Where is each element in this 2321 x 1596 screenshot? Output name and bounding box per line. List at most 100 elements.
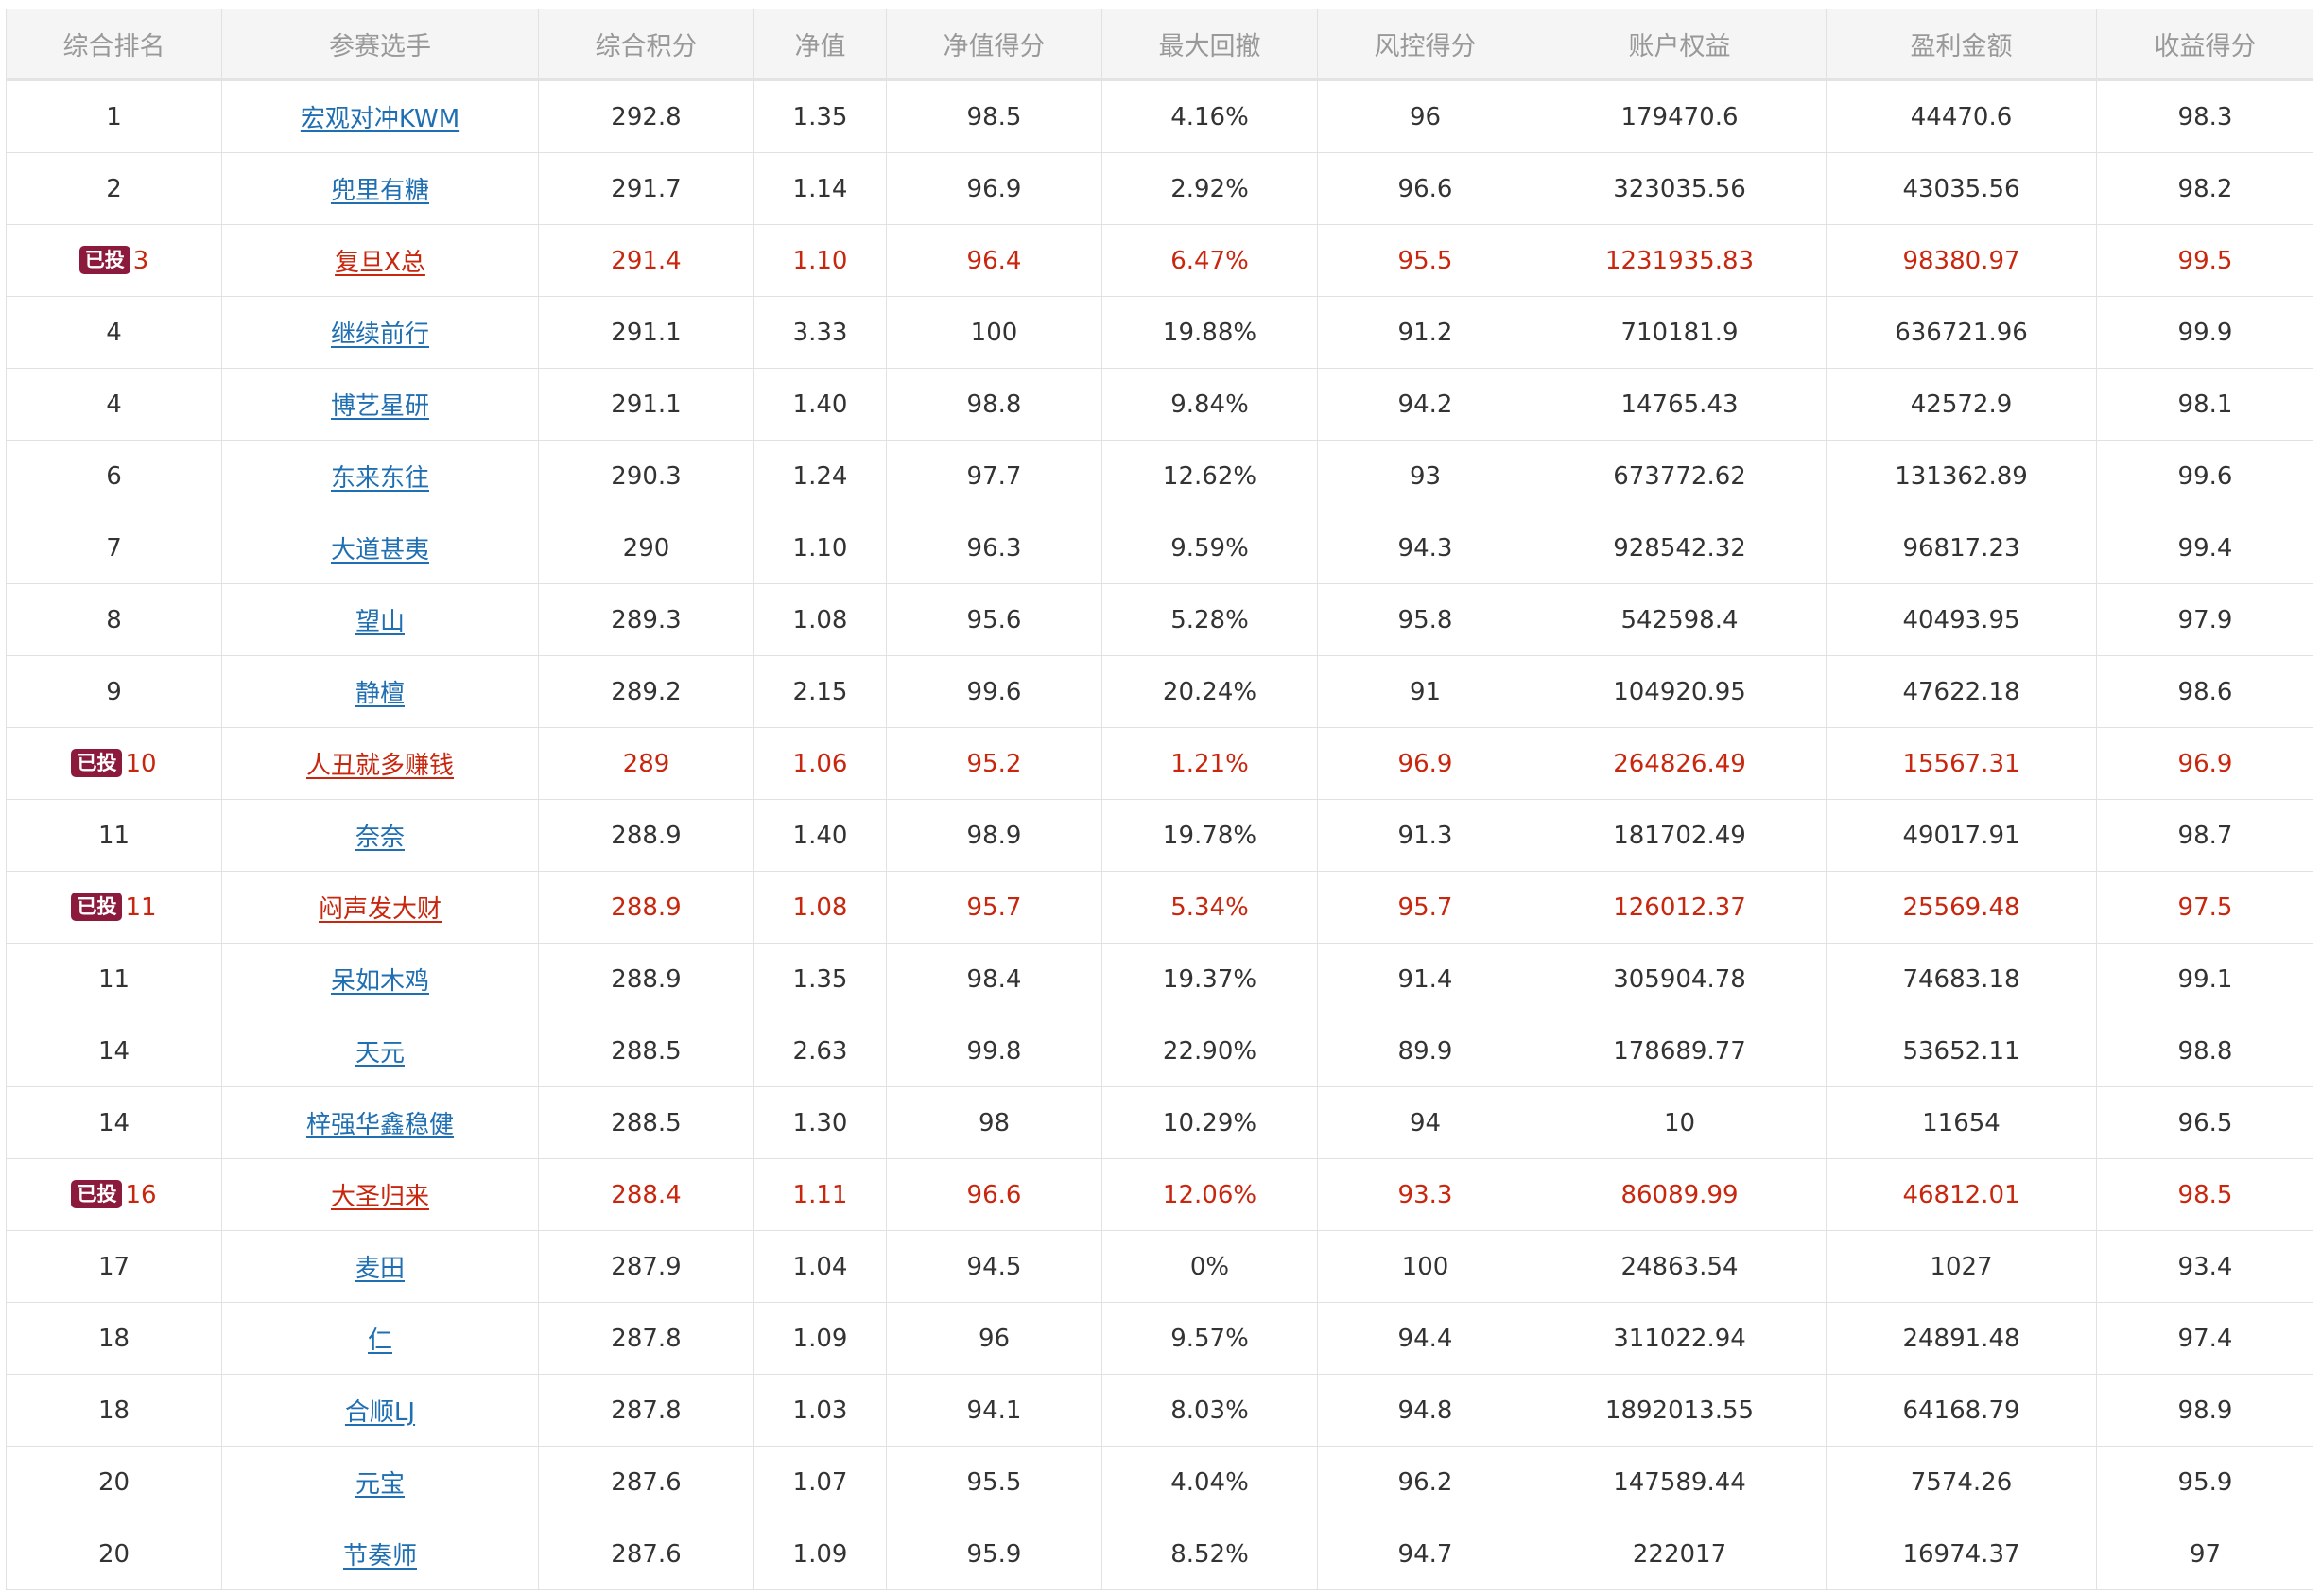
table-body: 1 宏观对冲KWM 292.8 1.35 98.5 4.16% 96 179470.6 4447…: [6, 79, 2313, 1590]
max-drawdown-cell: 8.52%: [1101, 1518, 1318, 1590]
max-drawdown-cell: 8.03%: [1101, 1374, 1318, 1447]
rank-cell: 6: [6, 440, 222, 512]
rank-cell: 9: [6, 655, 222, 728]
contestant-link[interactable]: 麦田: [355, 1255, 405, 1283]
header-risk-score[interactable]: 风控得分: [1317, 9, 1533, 81]
rank-cell: 18: [6, 1302, 222, 1375]
contestant-link[interactable]: 奈奈: [355, 824, 405, 852]
contestant-link[interactable]: 兜里有糖: [330, 177, 429, 205]
rank-value: 2: [106, 174, 122, 203]
max-drawdown-cell: 19.78%: [1101, 799, 1318, 872]
contestant-link[interactable]: 宏观对冲KWM: [300, 105, 460, 133]
max-drawdown-cell: 6.47%: [1101, 224, 1318, 297]
max-drawdown-cell: 0%: [1101, 1230, 1318, 1303]
contestant-link[interactable]: 望山: [355, 608, 405, 636]
rank-value: 11: [125, 893, 157, 922]
account-equity-cell: 710181.9: [1533, 296, 1827, 369]
table-row: 已投 10 人丑就多赚钱 289 1.06 95.2 1.21% 96.9 264826.49 1…: [6, 727, 2313, 800]
total-score-cell: 288.5: [538, 1086, 754, 1159]
risk-score-cell: 91.4: [1317, 943, 1533, 1015]
profit-amount-cell: 74683.18: [1826, 943, 2097, 1015]
total-score-cell: 287.9: [538, 1230, 754, 1303]
table-row: 已投 16 大圣归来 288.4 1.11 96.6 12.06% 93.3 86089.99 4…: [6, 1158, 2313, 1231]
nav-score-cell: 98.4: [886, 943, 1102, 1015]
account-equity-cell: 147589.44: [1533, 1446, 1827, 1518]
rank-cell: 已投 3: [6, 224, 222, 297]
rank-cell: 1: [6, 79, 222, 153]
nav-score-cell: 97.7: [886, 440, 1102, 512]
total-score-cell: 291.1: [538, 296, 754, 369]
max-drawdown-cell: 19.37%: [1101, 943, 1318, 1015]
rank-value: 9: [106, 677, 122, 706]
contestant-cell: 仁: [221, 1302, 539, 1375]
contestant-cell: 天元: [221, 1015, 539, 1087]
contestant-link[interactable]: 东来东往: [330, 464, 429, 493]
profit-amount-cell: 98380.97: [1826, 224, 2097, 297]
contestant-link[interactable]: 梓强华鑫稳健: [305, 1111, 454, 1139]
header-total-score[interactable]: 综合积分: [538, 9, 754, 81]
risk-score-cell: 91: [1317, 655, 1533, 728]
contestant-link[interactable]: 继续前行: [330, 321, 429, 349]
account-equity-cell: 126012.37: [1533, 871, 1827, 944]
rank-value: 18: [97, 1396, 130, 1425]
contestant-link[interactable]: 合顺LJ: [344, 1398, 416, 1427]
header-rank[interactable]: 综合排名: [6, 9, 222, 81]
contestant-cell: 大圣归来: [221, 1158, 539, 1231]
nav-score-cell: 95.7: [886, 871, 1102, 944]
account-equity-cell: 305904.78: [1533, 943, 1827, 1015]
contestant-link[interactable]: 大道甚夷: [330, 536, 429, 564]
contestant-link[interactable]: 天元: [355, 1039, 405, 1067]
contestant-link[interactable]: 闷声发大财: [318, 895, 442, 924]
risk-score-cell: 89.9: [1317, 1015, 1533, 1087]
rank-cell: 4: [6, 368, 222, 441]
max-drawdown-cell: 12.06%: [1101, 1158, 1318, 1231]
rank-value: 11: [97, 821, 130, 850]
contestant-link[interactable]: 仁: [367, 1327, 392, 1355]
table-row: 8 望山 289.3 1.08 95.6 5.28% 95.8 542598.4 40493.9…: [6, 583, 2313, 656]
header-max-drawdown[interactable]: 最大回撤: [1101, 9, 1318, 81]
total-score-cell: 289.2: [538, 655, 754, 728]
return-score-cell: 98.8: [2096, 1015, 2313, 1087]
profit-amount-cell: 24891.48: [1826, 1302, 2097, 1375]
max-drawdown-cell: 4.16%: [1101, 79, 1318, 153]
header-profit-amount[interactable]: 盈利金额: [1826, 9, 2097, 81]
risk-score-cell: 94.3: [1317, 512, 1533, 584]
contestant-link[interactable]: 复旦X总: [335, 249, 425, 277]
contestant-cell: 静檀: [221, 655, 539, 728]
return-score-cell: 96.9: [2096, 727, 2313, 800]
contestant-link[interactable]: 静檀: [355, 680, 405, 708]
header-contestant[interactable]: 参赛选手: [221, 9, 539, 81]
header-nav[interactable]: 净值: [753, 9, 887, 81]
header-return-score[interactable]: 收益得分: [2096, 9, 2313, 81]
contestant-link[interactable]: 呆如木鸡: [330, 967, 429, 996]
contestant-link[interactable]: 大圣归来: [330, 1183, 429, 1211]
rank-cell: 11: [6, 799, 222, 872]
nav-cell: 3.33: [753, 296, 887, 369]
risk-score-cell: 95.8: [1317, 583, 1533, 656]
nav-score-cell: 95.9: [886, 1518, 1102, 1590]
return-score-cell: 99.6: [2096, 440, 2313, 512]
nav-score-cell: 94.5: [886, 1230, 1102, 1303]
table-row: 已投 11 闷声发大财 288.9 1.08 95.7 5.34% 95.7 126012.37…: [6, 871, 2313, 944]
max-drawdown-cell: 10.29%: [1101, 1086, 1318, 1159]
rank-value: 4: [106, 390, 122, 419]
contestant-link[interactable]: 元宝: [355, 1470, 405, 1499]
contestant-link[interactable]: 节奏师: [342, 1542, 417, 1570]
risk-score-cell: 100: [1317, 1230, 1533, 1303]
rank-cell: 4: [6, 296, 222, 369]
total-score-cell: 287.6: [538, 1518, 754, 1590]
contestant-link[interactable]: 博艺星研: [330, 392, 429, 421]
nav-cell: 1.10: [753, 224, 887, 297]
return-score-cell: 98.6: [2096, 655, 2313, 728]
header-account-equity[interactable]: 账户权益: [1533, 9, 1827, 81]
contestant-link[interactable]: 人丑就多赚钱: [305, 752, 454, 780]
account-equity-cell: 323035.56: [1533, 152, 1827, 225]
rank-cell: 14: [6, 1086, 222, 1159]
table-row: 11 呆如木鸡 288.9 1.35 98.4 19.37% 91.4 305904.78 74…: [6, 943, 2313, 1015]
contestant-cell: 呆如木鸡: [221, 943, 539, 1015]
header-nav-score[interactable]: 净值得分: [886, 9, 1102, 81]
return-score-cell: 97: [2096, 1518, 2313, 1590]
profit-amount-cell: 40493.95: [1826, 583, 2097, 656]
table-row: 9 静檀 289.2 2.15 99.6 20.24% 91 104920.95 47622.1…: [6, 655, 2313, 728]
account-equity-cell: 928542.32: [1533, 512, 1827, 584]
